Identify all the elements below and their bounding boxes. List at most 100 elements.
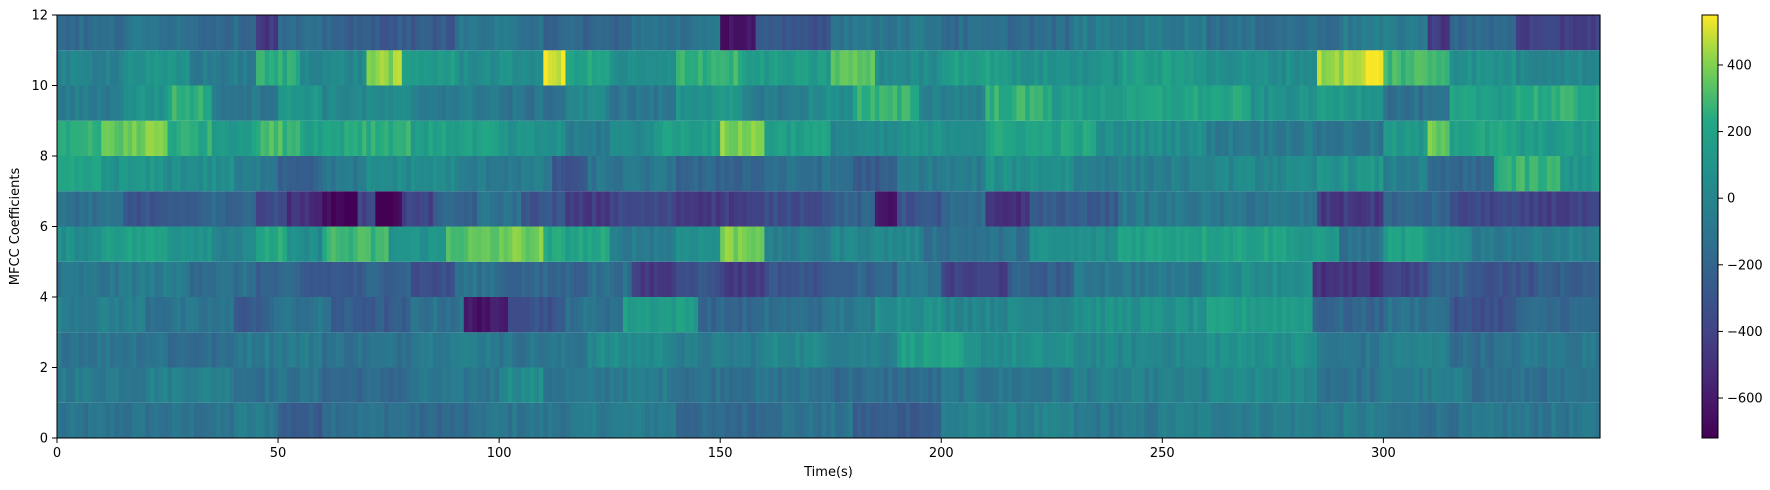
heatmap-cell (1529, 332, 1535, 368)
heatmap-cell (631, 191, 637, 227)
heatmap-cell (1078, 402, 1084, 438)
heatmap-cell (163, 367, 169, 403)
heatmap-cell (260, 261, 266, 297)
heatmap-cell (1277, 402, 1283, 438)
heatmap-cell (1272, 332, 1278, 368)
heatmap-cell (1436, 85, 1442, 121)
heatmap-cell (507, 85, 513, 121)
heatmap-cell (596, 85, 602, 121)
heatmap-cell (543, 50, 549, 86)
heatmap-cell (565, 15, 571, 51)
heatmap-cell (1215, 297, 1221, 333)
heatmap-cell (269, 367, 275, 403)
heatmap-cell (649, 85, 655, 121)
heatmap-cell (1489, 85, 1495, 121)
heatmap-cell (1586, 402, 1592, 438)
heatmap-cell (870, 120, 876, 156)
heatmap-cell (658, 50, 664, 86)
heatmap-cell (706, 367, 712, 403)
heatmap-cell (600, 15, 606, 51)
heatmap-cell (583, 261, 589, 297)
heatmap-cell (331, 402, 337, 438)
heatmap-cell (57, 120, 63, 156)
heatmap-cell (755, 226, 761, 262)
heatmap-cell (1493, 15, 1499, 51)
heatmap-cell (667, 50, 673, 86)
heatmap-cell (101, 261, 107, 297)
heatmap-cell (1586, 332, 1592, 368)
heatmap-cell (786, 332, 792, 368)
heatmap-cell (185, 226, 191, 262)
heatmap-cell (335, 85, 341, 121)
heatmap-cell (1387, 50, 1393, 86)
heatmap-cell (667, 332, 673, 368)
heatmap-cell (251, 226, 257, 262)
heatmap-cell (715, 85, 721, 121)
heatmap-cell (322, 156, 328, 192)
heatmap-cell (821, 297, 827, 333)
heatmap-cell (401, 15, 407, 51)
heatmap-cell (229, 367, 235, 403)
heatmap-cell (1166, 297, 1172, 333)
heatmap-cell (1334, 50, 1340, 86)
heatmap-cell (1405, 50, 1411, 86)
heatmap-cell (353, 226, 359, 262)
heatmap-cell (954, 332, 960, 368)
heatmap-cell (574, 402, 580, 438)
heatmap-cell (468, 332, 474, 368)
heatmap-cell (985, 120, 991, 156)
heatmap-cell (1374, 367, 1380, 403)
heatmap-cell (158, 120, 164, 156)
heatmap-cell (888, 156, 894, 192)
heatmap-cell (282, 120, 288, 156)
heatmap-cell (494, 402, 500, 438)
heatmap-cell (57, 367, 63, 403)
heatmap-cell (441, 297, 447, 333)
heatmap-cell (1277, 297, 1283, 333)
heatmap-cell (450, 226, 456, 262)
heatmap-cell (1595, 332, 1601, 368)
heatmap-cell (57, 402, 63, 438)
heatmap-cell (96, 402, 102, 438)
heatmap-cell (729, 261, 735, 297)
heatmap-cell (954, 50, 960, 86)
heatmap-cell (565, 191, 571, 227)
heatmap-cell (671, 261, 677, 297)
heatmap-cell (1277, 50, 1283, 86)
heatmap-cell (1317, 226, 1323, 262)
heatmap-cell (1431, 120, 1438, 156)
heatmap-cell (733, 261, 739, 297)
heatmap-cell (1573, 261, 1579, 297)
heatmap-cell (1533, 120, 1539, 156)
heatmap-cell (950, 50, 956, 86)
heatmap-cell (441, 332, 447, 368)
heatmap-cell (782, 191, 788, 227)
heatmap-cell (1224, 226, 1230, 262)
heatmap-cell (1471, 402, 1477, 438)
heatmap-cell (1401, 85, 1407, 121)
heatmap-cell (1011, 191, 1017, 227)
heatmap-cell (171, 50, 177, 86)
heatmap-cell (1281, 120, 1287, 156)
heatmap-cell (852, 120, 858, 156)
heatmap-cell (1219, 367, 1225, 403)
heatmap-cell (764, 226, 770, 262)
heatmap-cell (401, 226, 407, 262)
heatmap-cell (680, 50, 686, 86)
heatmap-cell (428, 367, 434, 403)
heatmap-cell (401, 297, 407, 333)
heatmap-cell (1007, 120, 1013, 156)
heatmap-cell (618, 120, 624, 156)
heatmap-cell (1467, 402, 1473, 438)
heatmap-cell (569, 85, 575, 121)
heatmap-cell (804, 402, 810, 438)
heatmap-cell (600, 156, 606, 192)
heatmap-cell (994, 367, 1000, 403)
heatmap-cell (755, 297, 761, 333)
heatmap-cell (1140, 261, 1146, 297)
heatmap-cell (202, 402, 208, 438)
heatmap-cell (105, 402, 111, 438)
heatmap-cell (1405, 120, 1411, 156)
heatmap-cell (751, 191, 757, 227)
heatmap-cell (1003, 332, 1009, 368)
